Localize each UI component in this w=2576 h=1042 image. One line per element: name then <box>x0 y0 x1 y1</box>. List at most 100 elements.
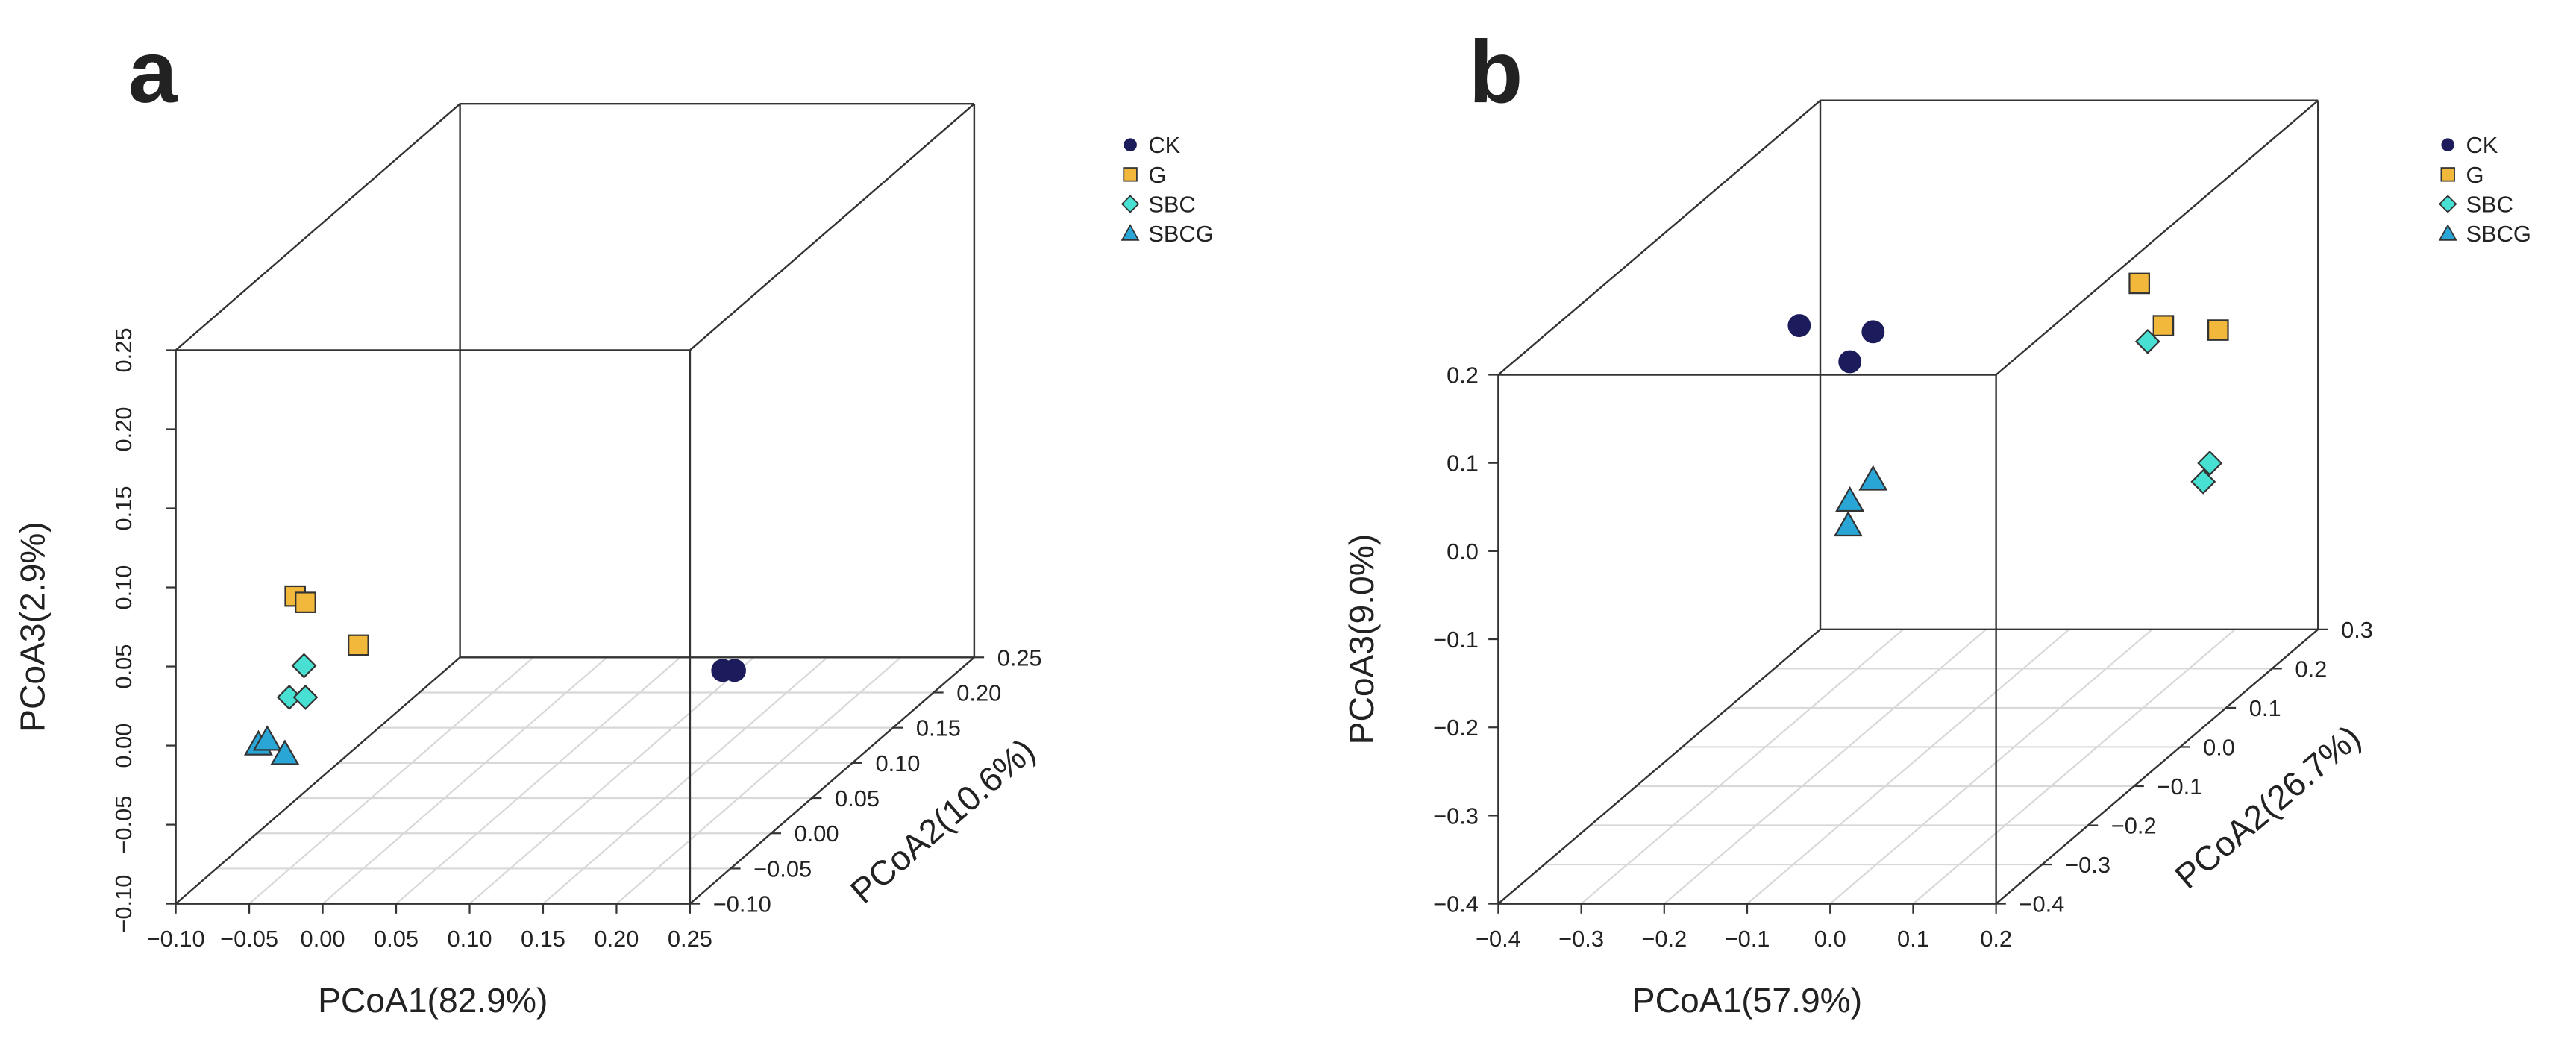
legend-marker <box>1123 167 1138 182</box>
z-tick-label: 0.25 <box>110 327 137 372</box>
point <box>1833 510 1863 537</box>
x-tick-label: 0.0 <box>1814 926 1846 952</box>
box-edge <box>1497 99 1821 376</box>
point <box>2134 328 2160 354</box>
box-edge <box>175 656 461 905</box>
x-tick-label: −0.4 <box>1476 926 1521 952</box>
point <box>1835 486 1865 512</box>
legend-marker <box>2440 167 2455 182</box>
point <box>348 634 369 656</box>
y-tick-label: 0.10 <box>875 750 920 776</box>
legend-marker <box>1124 138 1137 152</box>
legend-label: CK <box>1148 132 1180 158</box>
x-tick-label: 0.1 <box>1897 926 1929 952</box>
x-tick-label: −0.05 <box>220 926 278 952</box>
x-tick-label: 0.10 <box>447 926 492 952</box>
box-edge <box>689 103 975 351</box>
grid-line <box>1829 629 2153 905</box>
point <box>2152 315 2175 336</box>
x-axis-label: PCoA1(82.9%) <box>318 981 548 1020</box>
z-tick-label: 0.15 <box>110 486 137 531</box>
x-tick-label: 0.25 <box>668 926 712 952</box>
z-tick-label: −0.2 <box>1433 715 1479 741</box>
point <box>1861 320 1885 344</box>
point <box>1858 465 1888 491</box>
point <box>252 725 282 751</box>
x-tick-label: −0.3 <box>1558 926 1604 952</box>
z-tick-label: 0.0 <box>1447 539 1479 565</box>
x-tick-label: 0.2 <box>1980 926 2012 952</box>
y-tick-label: 0.3 <box>2341 617 2373 643</box>
y-tick-label: 0.05 <box>835 785 880 812</box>
y-tick-label: −0.05 <box>753 856 812 882</box>
grid-line <box>468 656 755 905</box>
z-tick-label: 0.05 <box>110 644 137 689</box>
point <box>1838 350 1862 374</box>
x-tick-label: 0.20 <box>594 926 639 952</box>
grid-line <box>1912 629 2236 905</box>
x-tick-label: 0.05 <box>374 926 419 952</box>
z-tick-label: −0.3 <box>1433 803 1479 829</box>
y-tick-label: −0.3 <box>2065 852 2110 878</box>
panel-label: b <box>1469 22 1523 122</box>
x-tick-label: −0.2 <box>1641 926 1687 952</box>
point <box>1787 314 1811 337</box>
panel-label: a <box>128 22 178 122</box>
x-axis-label: PCoA1(57.9%) <box>1632 981 1862 1020</box>
y-tick-label: −0.10 <box>713 891 771 917</box>
point <box>292 684 319 710</box>
legend-marker <box>1121 224 1140 241</box>
y-tick-label: 0.00 <box>795 820 839 847</box>
y-tick-label: 0.2 <box>2295 656 2327 682</box>
x-tick-label: 0.00 <box>301 926 345 952</box>
y-tick-label: −0.1 <box>2157 773 2202 800</box>
grid-line <box>248 656 534 905</box>
z-axis-label: PCoA3(2.9%) <box>13 521 51 732</box>
z-axis-label: PCoA3(9.0%) <box>1342 534 1381 745</box>
z-tick-label: 0.2 <box>1447 362 1479 389</box>
grid-line <box>615 656 902 905</box>
x-tick-label: −0.10 <box>147 926 205 952</box>
box-edge <box>175 103 461 351</box>
box-edge <box>1995 628 2319 905</box>
legend-label: CK <box>2466 132 2498 158</box>
y-tick-label: 0.20 <box>956 680 1001 706</box>
legend-label: SBC <box>2466 191 2513 217</box>
legend-label: G <box>1148 162 1166 188</box>
point <box>2190 468 2216 495</box>
z-tick-label: −0.1 <box>1433 627 1479 653</box>
point <box>2197 451 2223 476</box>
z-tick-label: 0.00 <box>110 724 137 768</box>
point <box>270 739 300 765</box>
legend-marker <box>2438 195 2457 213</box>
grid-line <box>1664 629 1987 905</box>
grid-line <box>1580 629 1904 905</box>
legend-marker <box>2441 138 2455 152</box>
legend-label: G <box>2466 162 2483 188</box>
y-axis-label: PCoA2(10.6%) <box>843 731 1042 911</box>
point <box>295 591 316 613</box>
grid-line <box>1746 629 2070 905</box>
point <box>291 653 317 679</box>
z-tick-label: 0.20 <box>110 407 137 451</box>
x-tick-label: −0.1 <box>1725 926 1770 952</box>
y-tick-label: −0.4 <box>2019 891 2064 917</box>
z-tick-label: −0.10 <box>110 875 137 933</box>
point <box>2207 319 2229 341</box>
box-edge <box>689 656 975 905</box>
z-tick-label: 0.1 <box>1447 451 1479 477</box>
legend-marker <box>1121 195 1140 213</box>
z-tick-label: −0.4 <box>1433 891 1479 917</box>
z-tick-label: −0.05 <box>110 796 137 854</box>
grid-line <box>542 656 828 905</box>
box-edge <box>1995 99 2319 376</box>
point <box>723 659 746 682</box>
box-edge <box>1497 628 1821 905</box>
y-tick-label: 0.0 <box>2203 734 2235 760</box>
legend-label: SBCG <box>2466 221 2530 247</box>
point <box>2128 272 2150 295</box>
legend-label: SBCG <box>1148 221 1213 247</box>
y-tick-label: 0.15 <box>916 715 961 741</box>
legend-marker <box>2438 224 2457 241</box>
